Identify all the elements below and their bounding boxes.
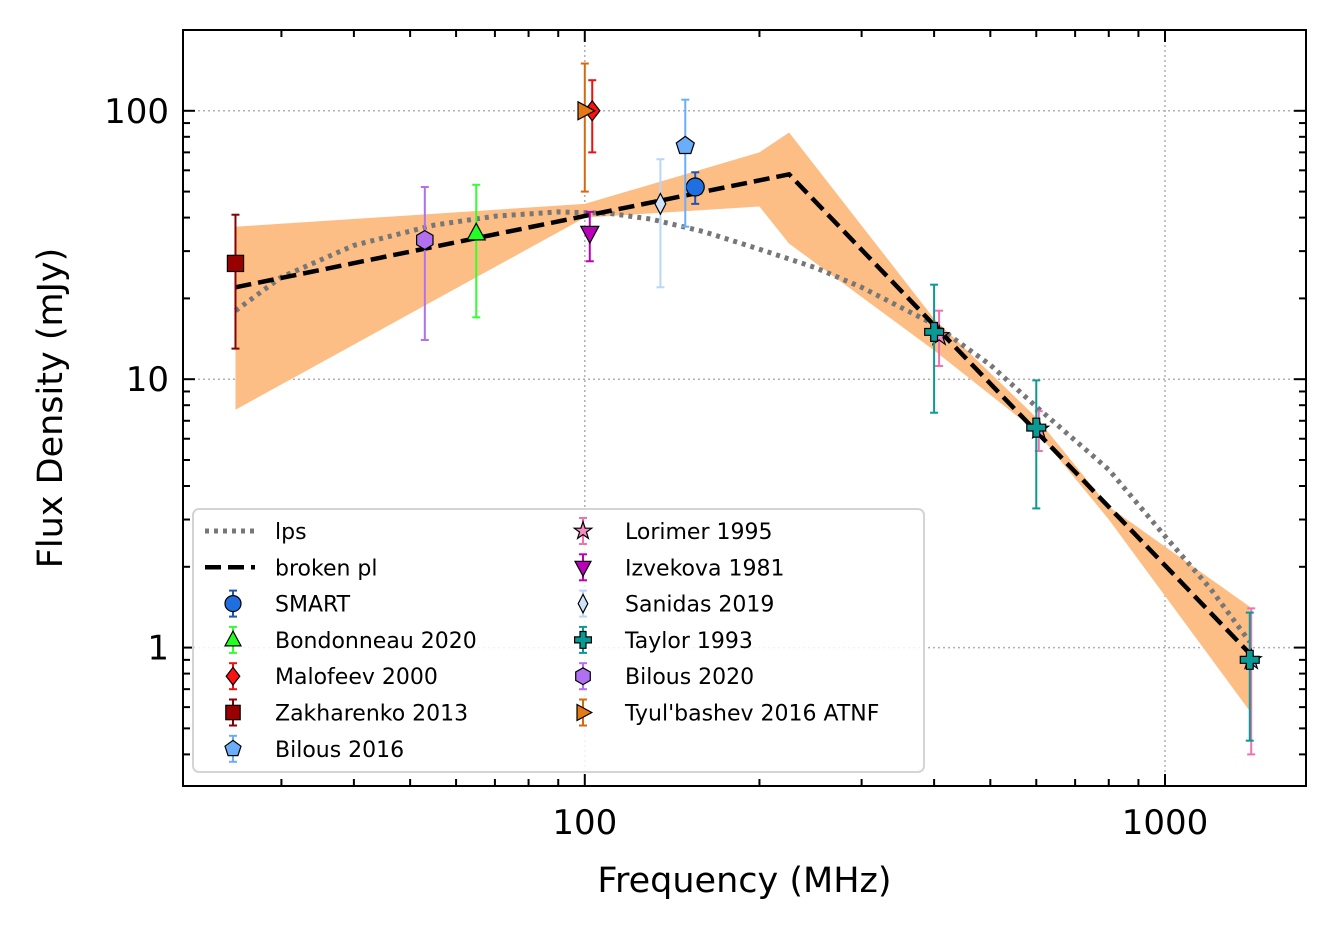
legend-label: Malofeev 2000 [275, 665, 438, 690]
data-point [416, 229, 434, 251]
x-axis-label: Frequency (MHz) [597, 861, 891, 901]
legend-box [192, 508, 925, 773]
legend-marker [573, 560, 593, 578]
lps-model-line [234, 209, 1252, 644]
legend-label: Taylor 1993 [624, 629, 753, 654]
y-tick-label: 10 [126, 360, 169, 400]
legend-label: Izvekova 1981 [625, 556, 785, 581]
y-axis-label: Flux Density (mJy) [31, 248, 71, 569]
series-malofeev-2000 [583, 79, 601, 154]
axis-ticks [183, 29, 1306, 786]
data-point [226, 254, 245, 273]
series-taylor-1993 [924, 283, 1260, 742]
x-tick-label: 100 [552, 803, 617, 843]
data-point [466, 222, 487, 241]
legend-label: Bondonneau 2020 [275, 629, 477, 654]
legend: lps broken pl SMART Bondonneau 2020 Malofeev… [192, 508, 925, 773]
legend-entry: Sanidas 2019 [577, 589, 774, 618]
legend-entry: Zakharenko 2013 [225, 698, 468, 727]
legend-entry: lps [205, 520, 307, 545]
model-lines [234, 171, 1252, 656]
series-smart [685, 171, 705, 205]
data-points [226, 62, 1263, 756]
data-point [579, 225, 600, 245]
legend-label: Zakharenko 2013 [275, 702, 468, 727]
legend-entry: Bilous 2020 [575, 662, 754, 691]
legend-label: Lorimer 1995 [625, 520, 772, 545]
data-point [654, 192, 667, 216]
legend-label: Bilous 2016 [275, 738, 404, 763]
legend-entry: Malofeev 2000 [225, 662, 438, 691]
series-bilous-2020 [416, 186, 434, 341]
series-bondonneau-2020 [466, 183, 487, 319]
legend-marker [573, 630, 593, 649]
y-tick-label: 1 [147, 629, 169, 669]
legend-marker [225, 704, 241, 721]
legend-entry: Tyul'bashev 2016 ATNF [576, 698, 879, 727]
legend-marker [577, 593, 589, 615]
legend-entry: Taylor 1993 [573, 625, 753, 654]
series-tyul-bashev-2016-atnf [577, 62, 596, 193]
data-point [1239, 649, 1260, 670]
series-sanidas-2019 [654, 158, 667, 289]
legend-label: lps [275, 520, 307, 545]
data-point [675, 135, 696, 155]
legend-marker [224, 739, 242, 757]
legend-label: Sanidas 2019 [625, 593, 774, 618]
legend-marker [576, 703, 594, 722]
x-tick-label: 1000 [1122, 803, 1209, 843]
legend-marker [223, 629, 243, 647]
legend-marker [572, 519, 594, 540]
legend-label: SMART [275, 593, 351, 618]
data-point [924, 321, 945, 342]
series-izvekova-1981 [579, 210, 600, 263]
legend-entry: Lorimer 1995 [572, 517, 772, 545]
legend-entry: SMART [224, 589, 351, 618]
legend-label: Tyul'bashev 2016 ATNF [624, 702, 879, 727]
plot-frame [182, 29, 1307, 787]
legend-marker [224, 594, 242, 613]
legend-label: Bilous 2020 [625, 665, 754, 690]
legend-marker [575, 667, 591, 686]
data-point [1026, 417, 1047, 438]
series-zakharenko-2013 [226, 213, 245, 350]
data-point [577, 100, 596, 121]
series-bilous-2016 [675, 98, 696, 228]
tick-labels: 100 1000 1 10 100 [104, 92, 1208, 843]
legend-entry: Bondonneau 2020 [223, 625, 477, 654]
legend-entry: broken pl [205, 556, 378, 581]
legend-entry: Bilous 2016 [224, 734, 404, 763]
legend-label: broken pl [275, 556, 378, 581]
data-point [685, 177, 705, 197]
legend-entry: Izvekova 1981 [573, 553, 785, 582]
legend-marker [225, 666, 241, 686]
y-tick-label: 100 [104, 92, 169, 132]
broken-pl-model-line [235, 171, 1252, 656]
